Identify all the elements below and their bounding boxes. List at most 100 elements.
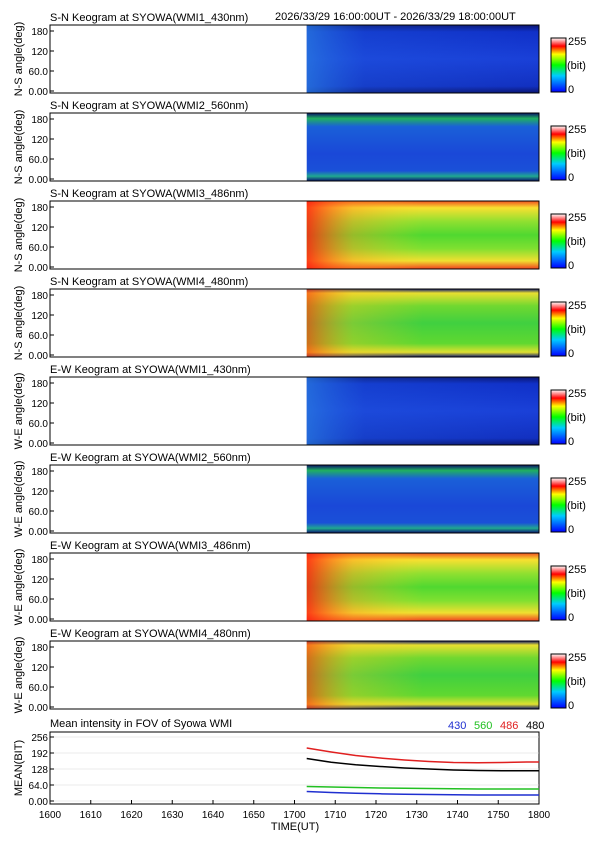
keogram-ylabel: W-E angle(deg): [13, 461, 25, 538]
keogram-ytick-label: 120: [31, 663, 48, 674]
colorbar-max-label: 255: [568, 564, 586, 576]
keogram-ytick-label: 180: [31, 555, 48, 566]
keogram-ytick-label: 60.0: [29, 67, 49, 78]
colorbar: [550, 125, 567, 181]
keogram-title: E-W Keogram at SYOWA(WMI2_560nm): [50, 452, 251, 464]
keogram-ylabel: N-S angle(deg): [13, 110, 25, 185]
keogram-panel: E-W Keogram at SYOWA(WMI2_560nm) 0.00 60.0…: [13, 452, 586, 538]
keogram-ytick-label: 60.0: [29, 331, 49, 342]
keogram-ytick-label: 0.00: [29, 87, 49, 98]
x-axis-label: TIME(UT): [271, 821, 319, 833]
keogram-image-overlay: [306, 553, 539, 621]
keogram-ytick-label: 60.0: [29, 683, 49, 694]
keogram-ytick-label: 0.00: [29, 263, 49, 274]
legend-entry-486: 486: [500, 720, 518, 732]
mean-ytick-label: 256: [31, 733, 48, 744]
colorbar-unit-label: (bit): [567, 148, 586, 160]
keogram-ytick-label: 60.0: [29, 419, 49, 430]
colorbar-max-label: 255: [568, 652, 586, 664]
xtick-label: 1720: [365, 810, 388, 821]
xtick-label: 1650: [243, 810, 266, 821]
xtick-label: 1740: [446, 810, 469, 821]
colorbar-unit-label: (bit): [567, 412, 586, 424]
colorbar-unit-label: (bit): [567, 60, 586, 72]
xtick-label: 1640: [202, 810, 225, 821]
keogram-ytick-label: 0.00: [29, 439, 49, 450]
keogram-panel: E-W Keogram at SYOWA(WMI1_430nm) 0.00 60.0…: [13, 364, 586, 450]
legend-entry-560: 560: [474, 720, 492, 732]
keogram-frame: [49, 464, 540, 534]
colorbar-min-label: 0: [568, 172, 574, 184]
keogram-ytick-label: 180: [31, 379, 48, 390]
keogram-frame: [49, 288, 540, 358]
keogram-ytick-label: 120: [31, 487, 48, 498]
keogram-ylabel: N-S angle(deg): [13, 198, 25, 273]
keogram-title: S-N Keogram at SYOWA(WMI1_430nm): [50, 12, 248, 24]
xtick-label: 1700: [283, 810, 306, 821]
keogram-title: E-W Keogram at SYOWA(WMI4_480nm): [50, 628, 251, 640]
colorbar-max-label: 255: [568, 124, 586, 136]
keogram-panel: S-N Keogram at SYOWA(WMI4_480nm) 0.00 60.0…: [13, 276, 586, 362]
keogram-image-overlay: [306, 289, 539, 357]
keogram-frame: [49, 24, 540, 94]
keogram-ytick-label: 120: [31, 575, 48, 586]
colorbar-max-label: 255: [568, 36, 586, 48]
keogram-frame: [49, 200, 540, 270]
keogram-ytick-label: 120: [31, 399, 48, 410]
mean-ylabel: MEAN(BIT): [13, 740, 25, 796]
keogram-ytick-label: 120: [31, 223, 48, 234]
x-axis-ticks: 1600 1610 1620 1630 1640 1650 1700 1710 1720 1730…: [39, 800, 551, 821]
keogram-ytick-label: 180: [31, 27, 48, 38]
mean-y-ticks: 0.00 64.0 128 192 256: [29, 733, 54, 808]
legend-entry-430: 430: [448, 720, 466, 732]
mean-ytick-label: 128: [31, 765, 48, 776]
keogram-panel: S-N Keogram at SYOWA(WMI2_560nm) 0.00 60.0…: [13, 100, 586, 186]
keogram-title: S-N Keogram at SYOWA(WMI4_480nm): [50, 276, 248, 288]
colorbar-unit-label: (bit): [567, 324, 586, 336]
colorbar: [550, 477, 567, 533]
xtick-label: 1710: [324, 810, 347, 821]
colorbar-unit-label: (bit): [567, 236, 586, 248]
time-range-header: 2026/33/29 16:00:00UT - 2026/33/29 18:00…: [275, 11, 516, 23]
keogram-image: [306, 465, 539, 533]
keogram-image-overlay: [306, 377, 539, 445]
colorbar: [550, 653, 567, 709]
colorbar-min-label: 0: [568, 84, 574, 96]
xtick-label: 1620: [120, 810, 143, 821]
keogram-title: E-W Keogram at SYOWA(WMI3_486nm): [50, 540, 251, 552]
xtick-label: 1730: [406, 810, 429, 821]
keogram-ytick-label: 180: [31, 643, 48, 654]
mean-plot-grid: [50, 736, 539, 802]
xtick-label: 1800: [528, 810, 551, 821]
keogram-image-overlay: [306, 25, 539, 93]
keogram-ytick-label: 0.00: [29, 527, 49, 538]
mean-series-lines: [306, 747, 539, 796]
series-line-430: [306, 790, 539, 796]
keogram-ytick-label: 60.0: [29, 507, 49, 518]
mean-panel-title: Mean intensity in FOV of Syowa WMI: [50, 718, 232, 730]
keogram-title: E-W Keogram at SYOWA(WMI1_430nm): [50, 364, 251, 376]
colorbar: [550, 213, 567, 269]
keogram-ytick-label: 60.0: [29, 155, 49, 166]
keogram-ytick-label: 180: [31, 203, 48, 214]
mean-plot-frame: [49, 731, 540, 805]
keogram-ytick-label: 0.00: [29, 175, 49, 186]
keogram-panel: S-N Keogram at SYOWA(WMI3_486nm) 0.00 60.0…: [13, 188, 586, 274]
mean-intensity-panel: Mean intensity in FOV of Syowa WMI 430 56…: [13, 718, 551, 833]
keogram-ytick-label: 120: [31, 47, 48, 58]
colorbar: [550, 389, 567, 445]
keogram-image-overlay: [306, 201, 539, 269]
keogram-panels: S-N Keogram at SYOWA(WMI1_430nm) 0.00 60.0…: [13, 12, 586, 714]
keogram-panel: E-W Keogram at SYOWA(WMI4_480nm) 0.00 60.0…: [13, 628, 586, 714]
keogram-ytick-label: 0.00: [29, 703, 49, 714]
keogram-ytick-label: 0.00: [29, 351, 49, 362]
series-line-486: [306, 747, 539, 764]
colorbar-max-label: 255: [568, 300, 586, 312]
mean-ytick-label: 192: [31, 749, 48, 760]
series-line-560: [306, 785, 539, 790]
keogram-ytick-label: 180: [31, 291, 48, 302]
keogram-frame: [49, 376, 540, 446]
colorbar-max-label: 255: [568, 212, 586, 224]
keogram-ytick-label: 60.0: [29, 243, 49, 254]
